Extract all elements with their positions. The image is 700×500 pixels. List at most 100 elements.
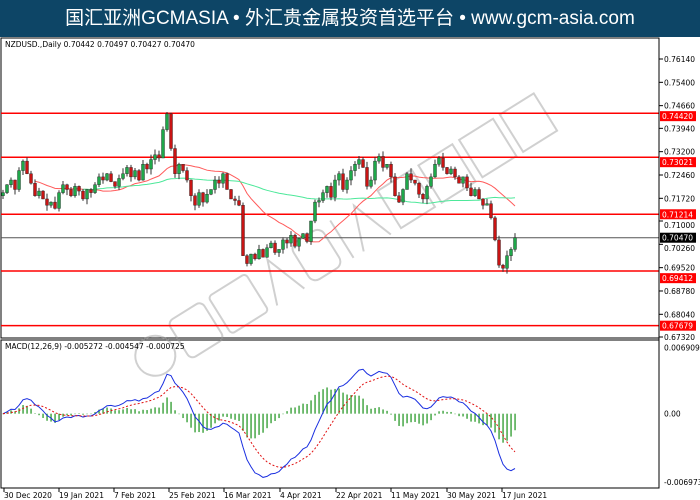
macd-histogram-bar	[486, 413, 488, 426]
candle	[129, 164, 133, 182]
candle	[173, 144, 177, 178]
candle	[505, 250, 509, 274]
macd-histogram-bar	[514, 413, 516, 431]
candle	[437, 156, 441, 167]
macd-histogram-bar	[334, 388, 336, 414]
price-tick-label: 0.71000	[664, 221, 695, 230]
macd-histogram-bar	[338, 388, 340, 414]
candle	[49, 201, 53, 208]
candle	[121, 168, 125, 181]
candle	[273, 240, 277, 255]
macd-histogram-bar	[482, 413, 484, 426]
candle	[5, 184, 9, 195]
macd-histogram-bar	[510, 413, 512, 437]
macd-histogram-bar	[206, 413, 208, 431]
candle	[357, 155, 361, 169]
candle	[413, 179, 417, 186]
candle	[509, 247, 513, 262]
candle	[205, 189, 209, 204]
macd-histogram-bar	[214, 413, 216, 424]
macd-tick-label: -0.006973	[664, 478, 700, 487]
level-price-label: 0.71214	[662, 210, 693, 219]
macd-histogram-bar	[326, 387, 328, 414]
candle	[345, 177, 349, 194]
candle	[97, 173, 101, 188]
macd-histogram-bar	[182, 413, 184, 419]
macd-histogram-bar	[306, 403, 308, 414]
candle	[201, 191, 205, 207]
macd-histogram-bar	[330, 389, 332, 414]
candle	[157, 150, 161, 162]
macd-histogram-bar	[26, 405, 28, 414]
level-price-badge	[660, 157, 696, 168]
candle	[25, 157, 29, 175]
date-tick-label: 25 Feb 2021	[169, 491, 216, 500]
macd-histogram-bar	[454, 413, 456, 415]
candle	[253, 252, 257, 261]
candle	[221, 172, 225, 188]
signal-line	[2, 375, 516, 468]
watermark-logo	[134, 91, 559, 377]
candle	[149, 154, 153, 175]
macd-histogram-bar	[254, 413, 256, 439]
candle	[285, 238, 289, 249]
macd-histogram-bar	[138, 411, 140, 414]
candle	[465, 174, 469, 192]
price-tick-label: 0.68040	[664, 310, 695, 319]
candle	[297, 237, 301, 252]
macd-histogram-bar	[78, 413, 80, 414]
candle	[257, 244, 261, 260]
candle	[445, 166, 449, 175]
macd-histogram-bar	[302, 403, 304, 414]
macd-histogram-bar	[418, 413, 420, 424]
candle	[197, 189, 201, 208]
macd-histogram-bar	[374, 407, 376, 414]
date-tick-label: 30 Dec 2020	[4, 491, 52, 500]
candle	[405, 171, 409, 190]
macd-histogram-bar	[298, 405, 300, 414]
macd-histogram-bar	[74, 413, 76, 415]
macd-histogram-bar	[390, 413, 392, 415]
macd-histogram-bar	[414, 413, 416, 422]
candle	[249, 253, 253, 266]
candle	[265, 244, 269, 258]
candle	[277, 249, 281, 257]
candle	[389, 161, 393, 183]
candle	[165, 112, 169, 132]
candle	[85, 189, 89, 205]
price-tick-label: 0.68780	[664, 287, 695, 296]
candle	[69, 186, 73, 198]
macd-histogram-bar	[62, 413, 64, 417]
macd-histogram-bar	[210, 413, 212, 428]
macd-histogram-bar	[278, 413, 280, 419]
date-tick-label: 11 May 2021	[391, 491, 440, 500]
macd-histogram-bar	[358, 395, 360, 414]
candle	[485, 198, 489, 206]
macd-histogram-bar	[114, 410, 116, 414]
candle	[381, 151, 385, 172]
macd-histogram-bar	[446, 411, 448, 414]
candle	[305, 232, 309, 244]
macd-histogram-bar	[314, 394, 316, 414]
macd-histogram-bar	[250, 413, 252, 439]
candle	[397, 191, 401, 204]
macd-histogram-bar	[434, 413, 436, 416]
macd-histogram-bar	[466, 413, 468, 419]
candle	[377, 153, 381, 164]
level-price-label: 0.73021	[662, 158, 693, 167]
macd-histogram-bar	[38, 413, 40, 416]
macd-histogram-bar	[178, 413, 180, 415]
macd-histogram-bar	[106, 407, 108, 414]
price-chart[interactable]: 30 Dec 2020 19 Jan 2021 7 Feb 2021 25 Feb 2…	[0, 37, 700, 500]
macd-histogram-bar	[98, 409, 100, 414]
macd-histogram-bar	[146, 410, 148, 414]
candle	[113, 181, 117, 189]
candle	[385, 163, 389, 170]
candle	[29, 170, 33, 185]
macd-histogram-bar	[222, 413, 224, 417]
banner-title: 国汇亚洲GCMASIA • 外汇贵金属投资首选平台 • www.gcm-asia…	[0, 0, 700, 37]
candle	[57, 190, 61, 212]
macd-histogram-bar	[350, 395, 352, 414]
candle	[481, 198, 485, 210]
candle	[309, 220, 313, 245]
